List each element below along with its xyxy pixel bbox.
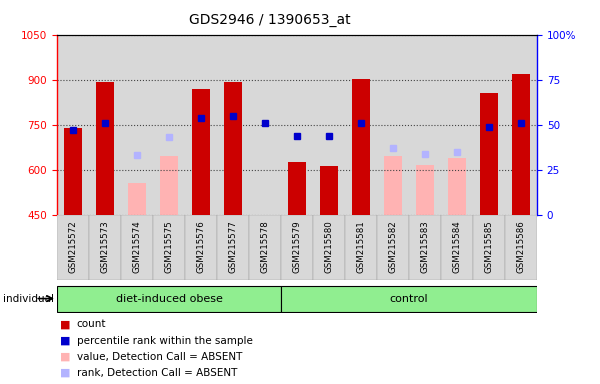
Bar [320,166,338,215]
FancyBboxPatch shape [345,215,377,280]
Text: GSM215579: GSM215579 [293,220,302,273]
FancyBboxPatch shape [89,215,121,280]
FancyBboxPatch shape [377,215,409,280]
Text: GDS2946 / 1390653_at: GDS2946 / 1390653_at [189,13,351,27]
Bar [89,35,121,215]
Text: ■: ■ [60,319,71,329]
FancyBboxPatch shape [217,215,249,280]
FancyBboxPatch shape [441,215,473,280]
FancyBboxPatch shape [281,286,537,311]
FancyBboxPatch shape [57,286,281,311]
FancyBboxPatch shape [57,215,89,280]
Text: GSM215585: GSM215585 [485,220,493,273]
Text: GSM215575: GSM215575 [164,220,173,273]
Bar [153,35,185,215]
Text: GSM215573: GSM215573 [101,220,110,273]
Text: GSM215584: GSM215584 [452,220,461,273]
Bar [448,158,466,215]
Bar [217,35,249,215]
FancyBboxPatch shape [505,215,537,280]
FancyBboxPatch shape [121,215,153,280]
Bar [345,35,377,215]
Bar [281,35,313,215]
Bar [121,35,153,215]
Text: GSM215582: GSM215582 [389,220,398,273]
Text: GSM215586: GSM215586 [517,220,526,273]
Text: GSM215574: GSM215574 [133,220,142,273]
Bar [480,93,498,215]
Bar [224,82,242,215]
FancyBboxPatch shape [313,215,345,280]
FancyBboxPatch shape [249,215,281,280]
Bar [96,82,114,215]
Bar [352,79,370,215]
Text: GSM215576: GSM215576 [197,220,205,273]
Text: ■: ■ [60,352,71,362]
Bar [416,166,434,215]
Text: GSM215577: GSM215577 [229,220,238,273]
Bar [288,162,306,215]
Text: GSM215581: GSM215581 [356,220,365,273]
Bar [473,35,505,215]
Text: count: count [77,319,106,329]
Bar [249,35,281,215]
Bar [57,35,89,215]
Text: GSM215578: GSM215578 [260,220,269,273]
FancyBboxPatch shape [185,215,217,280]
Bar [185,35,217,215]
FancyBboxPatch shape [153,215,185,280]
Text: rank, Detection Call = ABSENT: rank, Detection Call = ABSENT [77,368,237,378]
Bar [377,35,409,215]
Bar [313,35,345,215]
Bar [128,184,146,215]
Text: value, Detection Call = ABSENT: value, Detection Call = ABSENT [77,352,242,362]
Text: ■: ■ [60,368,71,378]
Text: GSM215580: GSM215580 [325,220,334,273]
Bar [441,35,473,215]
Text: control: control [389,293,428,304]
FancyBboxPatch shape [281,215,313,280]
Bar [64,128,82,215]
Bar [160,156,178,215]
Bar [409,35,441,215]
Text: GSM215583: GSM215583 [421,220,430,273]
Text: GSM215572: GSM215572 [68,220,77,273]
Text: percentile rank within the sample: percentile rank within the sample [77,336,253,346]
Bar [505,35,537,215]
Bar [384,156,402,215]
FancyBboxPatch shape [409,215,441,280]
FancyBboxPatch shape [473,215,505,280]
Text: diet-induced obese: diet-induced obese [116,293,223,304]
Text: individual: individual [3,294,54,304]
Text: ■: ■ [60,336,71,346]
Bar [512,74,530,215]
Bar [192,89,210,215]
